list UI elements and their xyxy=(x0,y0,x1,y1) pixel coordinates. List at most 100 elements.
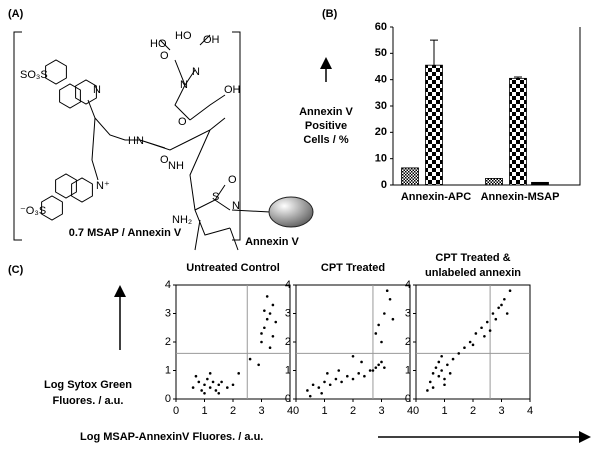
event-dot xyxy=(457,352,461,355)
event-dot xyxy=(248,357,252,361)
event-dot xyxy=(211,380,215,384)
atom-label: OH xyxy=(224,84,241,96)
atom-label: NH₂ xyxy=(172,214,192,226)
event-dot xyxy=(257,363,260,367)
event-dot xyxy=(231,383,235,387)
event-dot xyxy=(237,372,240,375)
atom-label: N xyxy=(192,66,200,78)
atom-label: OH xyxy=(203,34,220,46)
event-dot xyxy=(480,326,483,330)
y-tick-label: 0 xyxy=(405,393,411,405)
event-dot xyxy=(388,297,392,301)
event-dot xyxy=(323,380,326,384)
plot-frame xyxy=(175,284,291,400)
y-tick-label: 3 xyxy=(165,307,171,319)
atom-label: N⁺ xyxy=(96,180,110,192)
plot-frame xyxy=(295,284,411,400)
event-dot xyxy=(437,360,441,364)
event-dot xyxy=(214,389,218,392)
event-dot xyxy=(471,343,475,347)
event-dot xyxy=(443,383,446,387)
y-tick-label: 10 xyxy=(375,153,387,165)
atom-label: O xyxy=(178,116,187,128)
event-dot xyxy=(308,394,312,398)
event-dot xyxy=(265,295,269,298)
x-tick-label: 2 xyxy=(470,405,476,417)
event-dot xyxy=(494,317,498,321)
x-tick-label: 1 xyxy=(441,405,447,417)
event-dot xyxy=(391,317,395,321)
bar xyxy=(485,178,503,186)
y-tick-label: 4 xyxy=(405,279,411,291)
y-tick-label: 1 xyxy=(405,364,411,376)
x-tick-label: Annexin-APC xyxy=(401,191,471,203)
x-tick-label: 1 xyxy=(201,405,207,417)
x-tick-label: 2 xyxy=(350,405,356,417)
error-bar xyxy=(514,76,522,79)
event-dot xyxy=(383,312,386,315)
event-dot xyxy=(346,374,349,378)
event-dot xyxy=(503,297,506,301)
x-tick-label: 0 xyxy=(173,405,179,417)
event-dot xyxy=(268,312,272,315)
bar xyxy=(425,64,443,186)
chemical-structure: SO₃S N N⁺ ⁻O₃S HN O NH O NH₂ S N N N HO … xyxy=(13,30,314,251)
event-dot xyxy=(326,372,329,375)
event-dot xyxy=(194,374,198,378)
event-dot xyxy=(431,386,435,389)
atom-label: S xyxy=(212,191,219,203)
bar xyxy=(531,181,549,186)
event-dot xyxy=(380,340,383,344)
atom-label: NH xyxy=(168,160,184,172)
event-dot xyxy=(377,363,380,367)
y-axis-label: Positive xyxy=(305,120,347,132)
x-tick-label: 1 xyxy=(321,405,327,417)
event-dot xyxy=(380,360,383,364)
x-tick-label: 3 xyxy=(258,405,264,417)
ring xyxy=(59,83,81,109)
event-dot xyxy=(271,335,275,338)
error-bar xyxy=(430,39,438,66)
ring xyxy=(45,59,67,85)
event-dot xyxy=(357,372,361,375)
event-dot xyxy=(363,374,366,378)
event-dot xyxy=(488,329,492,332)
y-tick-label: 20 xyxy=(375,126,387,138)
event-dot xyxy=(265,317,269,321)
atom-label: SO₃S xyxy=(20,69,48,81)
x-tick-label: Annexin-MSAP xyxy=(481,191,560,203)
event-dot xyxy=(500,303,503,307)
event-dot xyxy=(260,332,263,335)
event-dot xyxy=(385,289,389,293)
event-dot xyxy=(217,383,221,387)
axis-frame xyxy=(392,27,581,186)
y-tick-label: 0 xyxy=(285,393,291,405)
event-dot xyxy=(320,392,323,395)
event-dot xyxy=(497,306,500,310)
event-dot xyxy=(328,383,332,387)
event-dot xyxy=(451,357,455,361)
atom-label: HO xyxy=(150,38,167,50)
plot-title: Untreated Control xyxy=(186,262,280,274)
atom-label: N xyxy=(180,79,188,91)
event-dot xyxy=(197,380,201,384)
event-dot xyxy=(437,374,441,378)
y-axis-label: Cells / % xyxy=(303,134,348,146)
y-axis-label: Log Sytox Green xyxy=(44,379,132,391)
bonds xyxy=(87,34,239,251)
y-tick-label: 3 xyxy=(285,307,291,319)
event-dot xyxy=(377,323,380,327)
atom-label: N xyxy=(93,84,101,96)
ring xyxy=(55,173,77,199)
y-tick-label: 4 xyxy=(165,279,171,291)
event-dot xyxy=(426,389,429,392)
event-dot xyxy=(374,332,378,335)
event-dot xyxy=(383,366,386,369)
event-dot xyxy=(200,389,203,392)
x-tick-label: 4 xyxy=(407,405,413,417)
event-dot xyxy=(463,346,466,350)
x-tick-label: 4 xyxy=(287,405,293,417)
y-tick-label: 2 xyxy=(285,336,291,348)
event-dot xyxy=(374,366,378,369)
atom-label: O xyxy=(160,50,169,62)
